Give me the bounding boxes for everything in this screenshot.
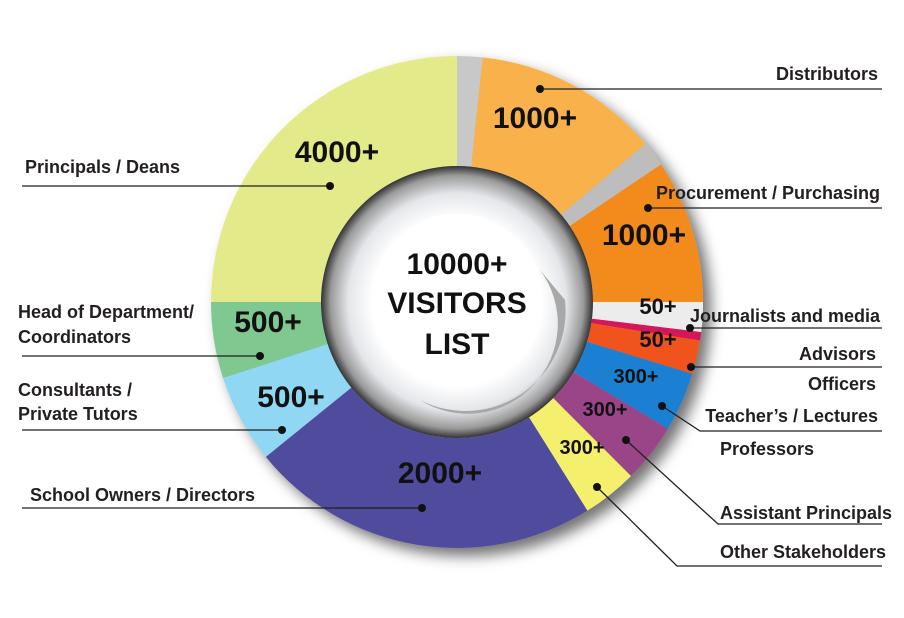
label-journalists: Journalists and media bbox=[690, 306, 881, 326]
center-text-total: 10000+ bbox=[407, 248, 508, 281]
label-principals: Principals / Deans bbox=[25, 157, 180, 177]
value-label-principals-deans: 4000+ bbox=[295, 136, 379, 169]
slice-head-of-department-coordinators bbox=[211, 302, 328, 379]
value-label-head-of-department-coordinators: 500+ bbox=[234, 306, 302, 339]
leader-assistant-principals bbox=[625, 439, 882, 525]
dot-other bbox=[593, 483, 601, 491]
value-label-advisors: 50+ bbox=[639, 327, 676, 352]
leader-teachers bbox=[661, 405, 882, 432]
label-assistant-principals: Assistant Principals bbox=[720, 503, 892, 523]
gap-distributors-procurement bbox=[561, 143, 661, 226]
label-other: Other Stakeholders bbox=[720, 542, 886, 562]
center-text-list: LIST bbox=[425, 328, 490, 361]
label-teachers: Teacher’s / Lectures bbox=[705, 406, 878, 426]
label-procurement: Procurement / Purchasing bbox=[656, 183, 880, 203]
center-text-visitors: VISITORS bbox=[387, 287, 526, 320]
dot-consultants bbox=[278, 426, 286, 434]
label-advisors: Advisors bbox=[799, 344, 876, 364]
dot-procurement bbox=[644, 204, 652, 212]
value-label-journalists-and-media: 50+ bbox=[639, 294, 676, 319]
dot-principals bbox=[326, 182, 334, 190]
dot-advisors bbox=[687, 363, 695, 371]
value-label-distributors: 1000+ bbox=[493, 102, 577, 135]
slice-procurement-purchasing bbox=[569, 164, 703, 302]
leader-other bbox=[596, 486, 882, 567]
slice-other-stakeholders bbox=[529, 398, 631, 511]
value-label-consultants-private-tutors: 500+ bbox=[257, 381, 325, 414]
label-professors: Professors bbox=[720, 439, 814, 459]
value-label-school-owners-directors: 2000+ bbox=[398, 457, 482, 490]
value-label-procurement-purchasing: 1000+ bbox=[602, 219, 686, 252]
dot-school-owners bbox=[418, 504, 426, 512]
label-hod-line2: Coordinators bbox=[18, 327, 131, 347]
dot-teachers bbox=[658, 402, 666, 410]
slice-journalists-and-media bbox=[591, 302, 703, 332]
label-hod-line1: Head of Department/ bbox=[18, 302, 194, 322]
center-shadow-shape bbox=[420, 270, 566, 414]
slice-principals-deans bbox=[211, 56, 457, 302]
value-label-officers-teacher-s-lectures: 300+ bbox=[613, 366, 658, 388]
dot-journalists bbox=[686, 324, 694, 332]
value-label-other-stakeholders: 300+ bbox=[559, 437, 604, 459]
label-consultants-line1: Consultants / bbox=[18, 380, 132, 400]
dot-distributors bbox=[536, 85, 544, 93]
label-officers: Officers bbox=[808, 374, 876, 394]
dot-hod bbox=[256, 352, 264, 360]
slice-consultants-private-tutors bbox=[223, 344, 352, 457]
value-label-professors-assistant-principals: 300+ bbox=[582, 399, 627, 421]
gap-top bbox=[457, 56, 483, 167]
slice-professors-assistant-principals bbox=[553, 372, 668, 476]
slice-advisors bbox=[587, 323, 700, 374]
donut-ring bbox=[211, 56, 703, 548]
label-school-owners: School Owners / Directors bbox=[30, 485, 255, 505]
dot-assistant-principals bbox=[622, 436, 630, 444]
slice-sliver bbox=[591, 318, 702, 341]
center-circle bbox=[371, 214, 543, 386]
label-distributors: Distributors bbox=[776, 64, 878, 84]
label-consultants-line2: Private Tutors bbox=[18, 404, 138, 424]
slice-distributors bbox=[471, 57, 646, 215]
